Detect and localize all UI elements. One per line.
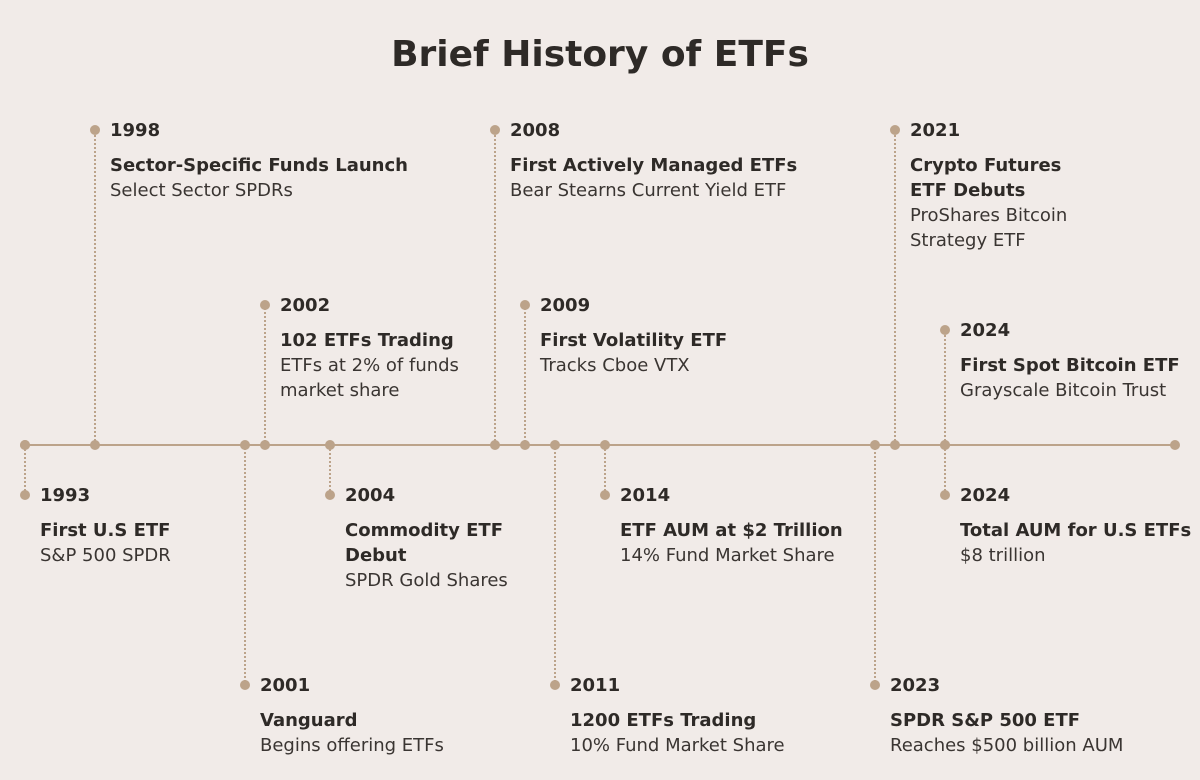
event-connector: [554, 445, 556, 685]
event-detail: ETFs at 2% of funds market share: [280, 355, 459, 401]
timeline-event: 1993 First U.S ETF S&P 500 SPDR: [40, 483, 171, 568]
event-marker-dot: [870, 680, 880, 690]
event-headline: 1200 ETFs Trading: [570, 710, 757, 731]
event-connector: [494, 130, 496, 445]
timeline-event: 2002 102 ETFs Trading ETFs at 2% of funds …: [280, 293, 459, 403]
timeline-axis-dot: [520, 440, 530, 450]
event-headline: Crypto Futures ETF Debuts: [910, 155, 1062, 201]
timeline-event: 2009 First Volatility ETF Tracks Cboe VTX: [540, 293, 727, 378]
event-marker-dot: [260, 300, 270, 310]
event-marker-dot: [325, 490, 335, 500]
timeline-event: 2024 Total AUM for U.S ETFs $8 trillion: [960, 483, 1191, 568]
event-connector: [944, 445, 946, 495]
event-year: 2011: [570, 675, 621, 696]
event-detail: Bear Stearns Current Yield ETF: [510, 180, 787, 201]
event-headline: SPDR S&P 500 ETF: [890, 710, 1081, 731]
timeline-event: 2021 Crypto Futures ETF Debuts ProShares B…: [910, 118, 1067, 253]
event-headline: Commodity ETF Debut: [345, 520, 503, 566]
event-detail: SPDR Gold Shares: [345, 570, 508, 591]
event-connector: [524, 305, 526, 445]
timeline-event: 2008 First Actively Managed ETFs Bear Stea…: [510, 118, 797, 203]
event-connector: [874, 445, 876, 685]
event-marker-dot: [490, 125, 500, 135]
event-detail: Grayscale Bitcoin Trust: [960, 380, 1167, 401]
event-year: 1993: [40, 485, 91, 506]
event-headline: Total AUM for U.S ETFs: [960, 520, 1192, 541]
event-detail: ProShares Bitcoin Strategy ETF: [910, 205, 1068, 251]
timeline-event: 2014 ETF AUM at $2 Trillion 14% Fund Marke…: [620, 483, 843, 568]
event-marker-dot: [550, 680, 560, 690]
event-headline: First U.S ETF: [40, 520, 171, 541]
event-detail: 14% Fund Market Share: [620, 545, 835, 566]
event-year: 2008: [510, 120, 561, 141]
event-detail: Reaches $500 billion AUM: [890, 735, 1124, 756]
event-marker-dot: [520, 300, 530, 310]
event-headline: Sector-Specific Funds Launch: [110, 155, 408, 176]
event-marker-dot: [940, 325, 950, 335]
event-detail: Select Sector SPDRs: [110, 180, 293, 201]
timeline-event: 2004 Commodity ETF Debut SPDR Gold Shares: [345, 483, 508, 593]
event-year: 2002: [280, 295, 331, 316]
event-detail: S&P 500 SPDR: [40, 545, 171, 566]
event-connector: [894, 130, 896, 445]
event-marker-dot: [20, 490, 30, 500]
event-detail: 10% Fund Market Share: [570, 735, 785, 756]
event-marker-dot: [240, 680, 250, 690]
event-year: 2004: [345, 485, 396, 506]
event-connector: [94, 130, 96, 445]
event-connector: [944, 330, 946, 445]
event-headline: First Actively Managed ETFs: [510, 155, 798, 176]
event-year: 2001: [260, 675, 311, 696]
timeline-event: 2011 1200 ETFs Trading 10% Fund Market Sha…: [570, 673, 785, 758]
timeline-event: 2001 Vanguard Begins offering ETFs: [260, 673, 444, 758]
event-connector: [244, 445, 246, 685]
event-marker-dot: [940, 490, 950, 500]
event-marker-dot: [600, 490, 610, 500]
timeline-axis-dot: [260, 440, 270, 450]
diagram-title: Brief History of ETFs: [391, 34, 809, 75]
timeline-axis-dot: [490, 440, 500, 450]
timeline-axis-dot: [90, 440, 100, 450]
event-connector: [329, 445, 331, 495]
event-headline: 102 ETFs Trading: [280, 330, 454, 351]
event-detail: Tracks Cboe VTX: [540, 355, 690, 376]
event-marker-dot: [890, 125, 900, 135]
event-year: 2024: [960, 485, 1011, 506]
event-connector: [264, 305, 266, 445]
timeline-end-dot: [1170, 440, 1180, 450]
event-year: 2014: [620, 485, 671, 506]
event-headline: Vanguard: [260, 710, 358, 731]
event-headline: First Spot Bitcoin ETF: [960, 355, 1180, 376]
timeline-event: 1998 Sector-Specific Funds Launch Select S…: [110, 118, 408, 203]
event-connector: [24, 445, 26, 495]
event-detail: $8 trillion: [960, 545, 1046, 566]
event-year: 2021: [910, 120, 961, 141]
event-detail: Begins offering ETFs: [260, 735, 444, 756]
event-year: 2009: [540, 295, 591, 316]
event-headline: ETF AUM at $2 Trillion: [620, 520, 843, 541]
event-connector: [604, 445, 606, 495]
timeline-event: 2024 First Spot Bitcoin ETF Grayscale Bitc…: [960, 318, 1180, 403]
timeline-axis-dot: [890, 440, 900, 450]
event-year: 2023: [890, 675, 941, 696]
event-year: 2024: [960, 320, 1011, 341]
event-year: 1998: [110, 120, 161, 141]
event-marker-dot: [90, 125, 100, 135]
timeline-event: 2023 SPDR S&P 500 ETF Reaches $500 billion…: [890, 673, 1123, 758]
event-headline: First Volatility ETF: [540, 330, 728, 351]
